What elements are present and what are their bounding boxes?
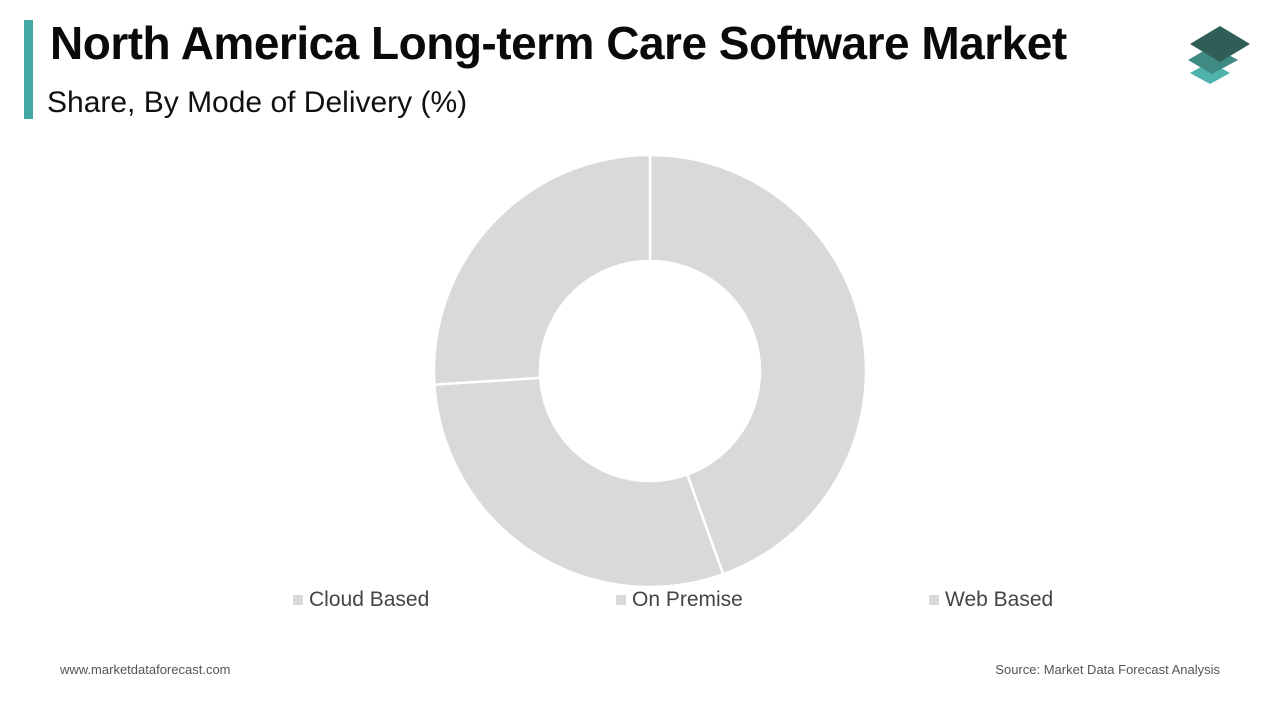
legend-item-cloud-based: Cloud Based <box>293 588 429 612</box>
donut-slice-web-based <box>432 153 652 386</box>
legend-label: Cloud Based <box>309 588 430 611</box>
legend-item-web-based: Web Based <box>929 588 1053 612</box>
logo-layer-top <box>1190 26 1250 62</box>
legend-swatch <box>929 595 939 605</box>
donut-slice-cloud-based <box>648 153 868 576</box>
footer-source: Source: Market Data Forecast Analysis <box>995 662 1220 677</box>
chart-subtitle: Share, By Mode of Delivery (%) <box>47 86 468 119</box>
legend-item-on-premise: On Premise <box>616 588 743 612</box>
legend-label: Web Based <box>945 588 1054 611</box>
stacked-layers-logo-icon <box>1188 26 1250 84</box>
logo-layer-middle <box>1188 46 1238 74</box>
legend-swatch <box>616 595 626 605</box>
legend-label: On Premise <box>632 588 743 611</box>
title-accent-bar <box>24 20 33 119</box>
chart-legend: Cloud Based On Premise Web Based <box>0 588 1280 614</box>
legend-swatch <box>293 595 303 605</box>
page-title: North America Long-term Care Software Ma… <box>50 17 1067 69</box>
footer-website: www.marketdataforecast.com <box>60 662 231 677</box>
donut-slice-on-premise <box>433 376 725 589</box>
